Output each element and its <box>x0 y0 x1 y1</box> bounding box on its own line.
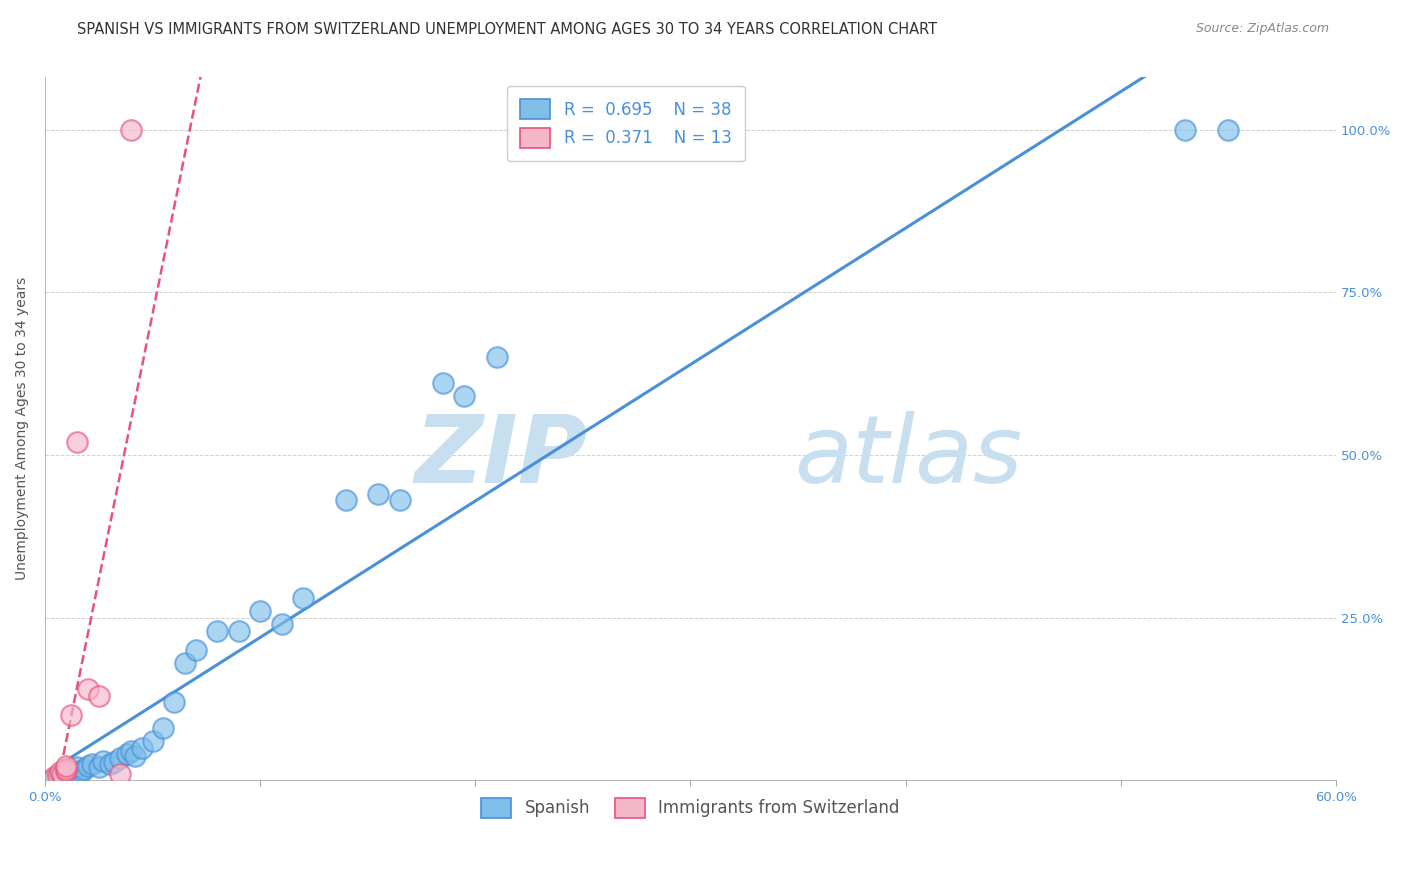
Point <box>98 757 121 772</box>
Point <box>367 487 389 501</box>
Point <box>335 493 357 508</box>
Point <box>91 754 114 768</box>
Text: SPANISH VS IMMIGRANTS FROM SWITZERLAND UNEMPLOYMENT AMONG AGES 30 TO 34 YEARS CO: SPANISH VS IMMIGRANTS FROM SWITZERLAND U… <box>77 22 938 37</box>
Point <box>485 351 508 365</box>
Point <box>62 766 84 780</box>
Point <box>120 744 142 758</box>
Point <box>87 689 110 703</box>
Point <box>77 682 100 697</box>
Point <box>66 765 89 780</box>
Point <box>73 762 96 776</box>
Point <box>42 770 65 784</box>
Point <box>103 755 125 769</box>
Text: Source: ZipAtlas.com: Source: ZipAtlas.com <box>1195 22 1329 36</box>
Point <box>131 740 153 755</box>
Text: atlas: atlas <box>793 411 1022 502</box>
Point <box>292 591 315 605</box>
Point <box>432 376 454 391</box>
Point <box>270 617 292 632</box>
Point <box>173 656 195 670</box>
Y-axis label: Unemployment Among Ages 30 to 34 years: Unemployment Among Ages 30 to 34 years <box>15 277 30 581</box>
Point <box>55 764 77 778</box>
Point <box>1174 122 1197 136</box>
Text: ZIP: ZIP <box>415 411 588 503</box>
Point <box>87 760 110 774</box>
Point <box>49 765 72 780</box>
Point <box>249 604 271 618</box>
Point <box>77 759 100 773</box>
Point <box>205 624 228 638</box>
Point <box>55 759 77 773</box>
Point <box>82 757 104 772</box>
Point <box>45 770 67 784</box>
Point <box>120 122 142 136</box>
Point <box>51 766 73 780</box>
Point <box>453 389 475 403</box>
Point <box>59 708 82 723</box>
Point <box>46 768 69 782</box>
Point <box>152 721 174 735</box>
Point <box>59 764 82 779</box>
Point <box>55 766 77 780</box>
Point <box>55 762 77 776</box>
Point <box>110 750 132 764</box>
Point <box>51 768 73 782</box>
Point <box>70 764 93 778</box>
Point <box>110 766 132 780</box>
Point <box>124 748 146 763</box>
Legend: Spanish, Immigrants from Switzerland: Spanish, Immigrants from Switzerland <box>474 791 907 825</box>
Point <box>388 493 411 508</box>
Point <box>115 747 138 762</box>
Point <box>141 734 163 748</box>
Point <box>66 760 89 774</box>
Point <box>228 624 250 638</box>
Point <box>184 643 207 657</box>
Point <box>163 695 186 709</box>
Point <box>66 434 89 449</box>
Point <box>1218 122 1240 136</box>
